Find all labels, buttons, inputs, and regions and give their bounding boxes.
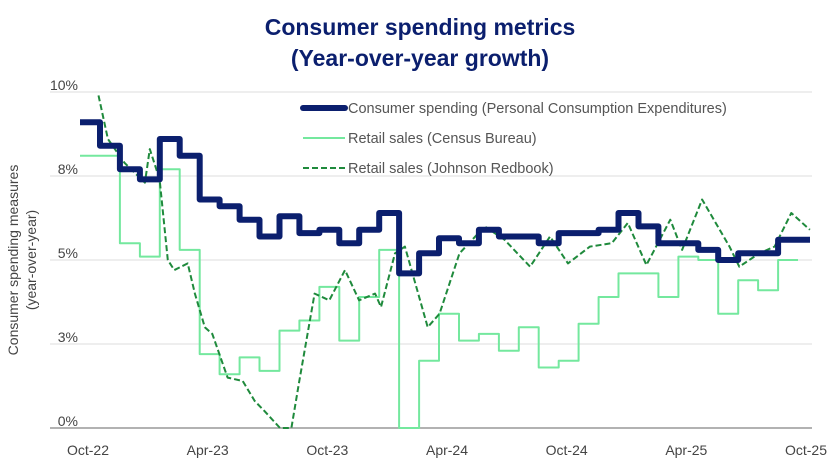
x-tick-label: Oct-24 bbox=[546, 442, 588, 458]
series-census-line bbox=[80, 154, 798, 429]
y-tick-label: 0% bbox=[58, 413, 78, 429]
x-tick-label: Apr-23 bbox=[187, 442, 229, 458]
y-axis-ticks: 0% 3% 5% 8% 10% bbox=[50, 77, 78, 429]
series-lines bbox=[80, 95, 811, 429]
y-tick-label: 10% bbox=[50, 77, 78, 93]
title-line-1: Consumer spending metrics bbox=[264, 14, 576, 40]
x-tick-label: Apr-25 bbox=[665, 442, 707, 458]
title-line-2: (Year-over-year growth) bbox=[290, 45, 550, 71]
y-axis-label-line-1: Consumer spending measures bbox=[5, 165, 21, 356]
series-pce-line bbox=[80, 119, 810, 277]
legend-label-pce: Consumer spending (Personal Consumption … bbox=[348, 101, 727, 117]
legend-label-census: Retail sales (Census Bureau) bbox=[348, 131, 537, 147]
gridlines bbox=[50, 91, 812, 429]
x-tick-label: Apr-24 bbox=[426, 442, 468, 458]
legend: Consumer spending (Personal Consumption … bbox=[300, 101, 727, 177]
y-tick-label: 5% bbox=[58, 245, 78, 261]
x-axis-ticks: Oct-22 Apr-23 Oct-23 Apr-24 Oct-24 Apr-25 Oct-… bbox=[67, 442, 827, 458]
chart-title: Consumer spending metrics (Year-over-yea… bbox=[0, 12, 840, 74]
y-tick-label: 3% bbox=[58, 329, 78, 345]
y-tick-label: 8% bbox=[58, 161, 78, 177]
x-tick-label: Oct-22 bbox=[67, 442, 109, 458]
series-redbook-line bbox=[97, 95, 811, 429]
x-tick-label: Oct-25 bbox=[785, 442, 827, 458]
x-tick-label: Oct-23 bbox=[306, 442, 348, 458]
legend-label-redbook: Retail sales (Johnson Redbook) bbox=[348, 161, 554, 177]
y-axis-label-line-2: (year-over-year) bbox=[23, 210, 39, 310]
